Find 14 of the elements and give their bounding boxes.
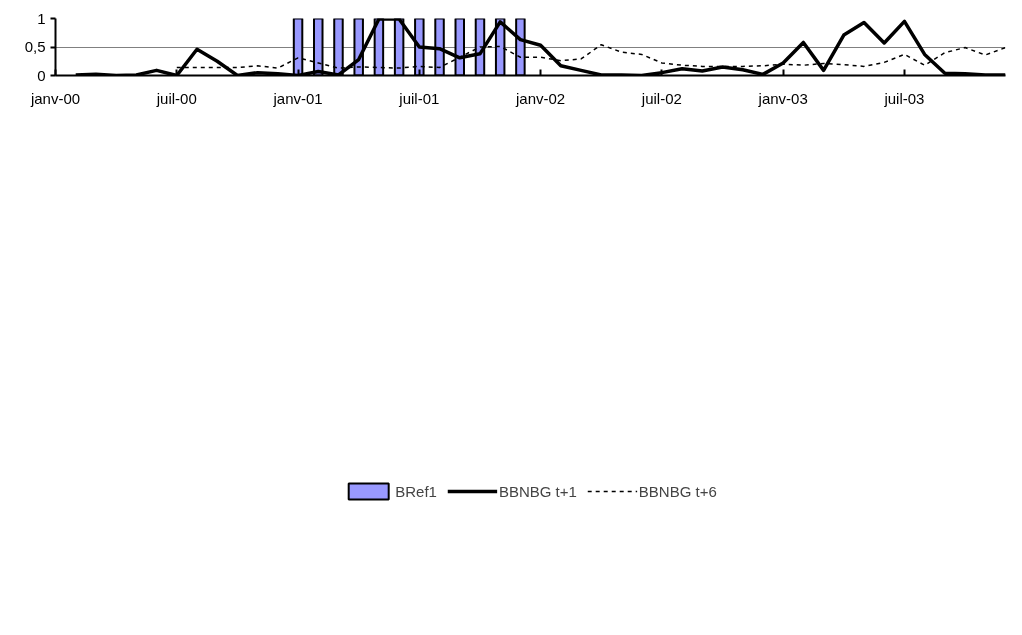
legend-label: BRef1 bbox=[395, 482, 437, 500]
x-tick-label: juil-02 bbox=[640, 89, 682, 107]
y-tick-label: 0,5 bbox=[24, 38, 46, 55]
x-tick-label: juil-01 bbox=[398, 89, 440, 107]
legend-label: BBNBG t+1 bbox=[498, 482, 577, 500]
legend-label: BBNBG t+6 bbox=[638, 482, 717, 500]
x-tick-label: janv-01 bbox=[272, 89, 323, 107]
x-tick-label: janv-00 bbox=[29, 89, 81, 107]
y-tick-label: 1 bbox=[37, 9, 46, 27]
x-tick-label: juil-03 bbox=[883, 89, 925, 107]
y-tick-label: 0 bbox=[37, 66, 46, 84]
x-tick-label: janv-03 bbox=[757, 89, 808, 107]
x-tick-label: juil-00 bbox=[155, 89, 197, 107]
x-tick-label: janv-02 bbox=[515, 89, 566, 107]
